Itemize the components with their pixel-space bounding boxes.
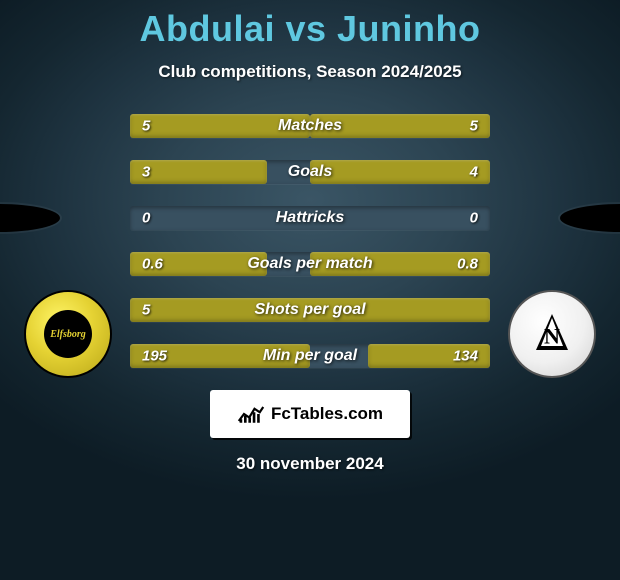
stat-bar-left [130, 298, 490, 322]
left-team-badge-text: Elfsborg [44, 310, 92, 358]
stat-row: 0.60.8Goals per match [130, 252, 490, 276]
stat-row: 0 0Hattricks [130, 206, 490, 230]
brand-text: FcTables.com [271, 404, 383, 424]
stat-row: 34Goals [130, 160, 490, 184]
left-team-badge: Elfsborg [24, 290, 112, 378]
right-team-badge-text: N [544, 324, 560, 350]
right-team-block: N [500, 204, 620, 364]
page-title: Abdulai vs Juninho [0, 0, 620, 50]
left-team-block: Elfsborg [0, 204, 120, 364]
chart-icon [237, 403, 265, 425]
stat-value-left: 0 [142, 210, 150, 227]
comparison-card: Abdulai vs Juninho Club competitions, Se… [0, 0, 620, 580]
footer-date: 30 november 2024 [0, 454, 620, 474]
stat-bar-right [310, 114, 490, 138]
stat-label: Hattricks [130, 209, 490, 227]
right-pedestal-shadow [560, 204, 620, 232]
stat-value-right: 0 [470, 210, 478, 227]
stat-bar-left [130, 160, 267, 184]
stat-bar-left [130, 252, 267, 276]
stat-bar-left [130, 344, 310, 368]
stat-bar-right [368, 344, 490, 368]
left-pedestal-shadow [0, 204, 60, 232]
stat-row: 195134Min per goal [130, 344, 490, 368]
stat-row: 55Matches [130, 114, 490, 138]
stat-row: 5Shots per goal [130, 298, 490, 322]
stat-bar-right [310, 252, 490, 276]
subtitle: Club competitions, Season 2024/2025 [0, 62, 620, 82]
brand-badge[interactable]: FcTables.com [210, 390, 410, 438]
main-area: Elfsborg N 55Matches 34Goals 0 0Hattricks 0.… [0, 114, 620, 474]
stat-bar-left [130, 114, 310, 138]
right-team-badge: N [508, 290, 596, 378]
stats-bars: 55Matches 34Goals 0 0Hattricks 0.60.8Goals p… [130, 114, 490, 368]
stat-bar-right [310, 160, 490, 184]
